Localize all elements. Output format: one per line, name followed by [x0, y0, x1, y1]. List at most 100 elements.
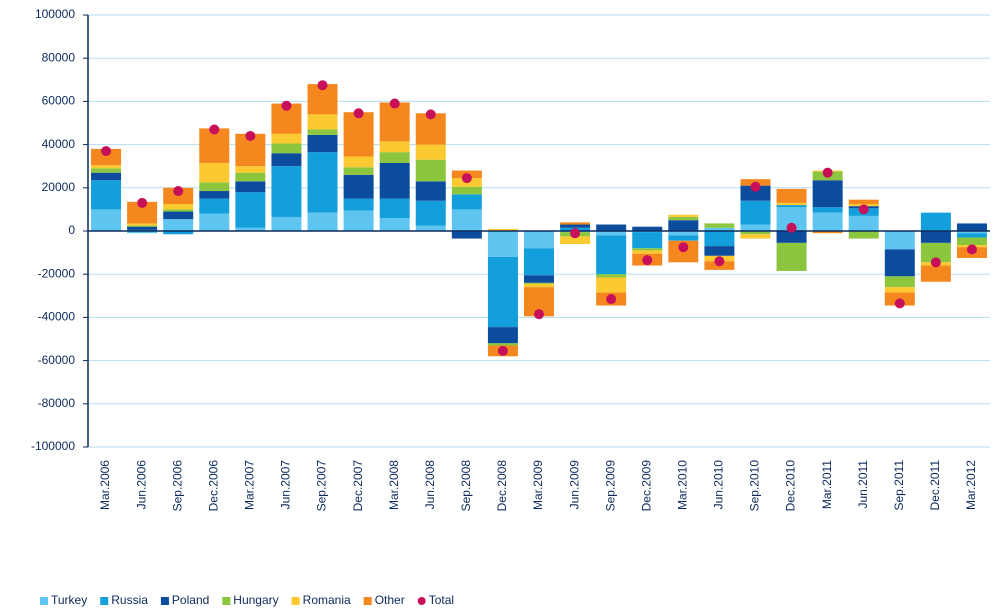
legend-label: Russia: [111, 593, 148, 607]
x-tick-label: Dec.2010: [784, 460, 798, 512]
total-dot: [425, 109, 436, 120]
bar-segment: [415, 181, 446, 201]
bar-segment: [920, 242, 951, 263]
legend-label: Total: [429, 593, 454, 607]
bar-segment: [596, 231, 627, 236]
bar-segment: [487, 256, 518, 328]
bar-segment: [956, 231, 987, 234]
x-tick-label: Sep.2007: [315, 460, 329, 512]
total-dot: [389, 98, 400, 109]
bar-segment: [668, 214, 699, 217]
y-tick-label: -40000: [38, 310, 76, 324]
bar-segment: [560, 222, 591, 225]
x-tick-label: Sep.2008: [459, 460, 473, 512]
bar-segment: [235, 166, 266, 173]
bar-segment: [704, 246, 735, 256]
bar-segment: [560, 236, 591, 244]
legend-swatch: [100, 597, 109, 605]
bar-segment: [524, 282, 554, 284]
bar-segment: [307, 152, 338, 213]
bar-segment: [91, 148, 122, 166]
bar-segment: [199, 191, 230, 199]
bar-segment: [379, 102, 410, 142]
bar-segment: [884, 287, 915, 293]
bar-segment: [163, 231, 194, 235]
bar-segment: [812, 207, 843, 213]
x-tick-label: Mar.2011: [820, 460, 834, 509]
legend-label: Hungary: [233, 593, 278, 607]
total-dot: [642, 255, 653, 266]
bar-segment: [884, 231, 915, 250]
bar-segment: [91, 168, 122, 173]
bar-segment: [956, 233, 987, 238]
total-dot: [750, 181, 761, 192]
bar-segment: [848, 215, 879, 231]
bar-segment: [812, 212, 843, 231]
y-tick-label: 80000: [42, 50, 76, 64]
bar-segment: [596, 274, 627, 278]
x-tick-label: Jun.2006: [134, 460, 148, 510]
x-tick-label: Dec.2009: [639, 460, 653, 512]
total-dot: [534, 309, 544, 320]
y-tick-label: -100000: [31, 439, 75, 453]
bar-segment: [235, 181, 266, 193]
legend-label: Other: [375, 593, 405, 607]
y-tick-label: -20000: [38, 266, 76, 280]
bar-segment: [740, 231, 771, 235]
bar-segment: [596, 224, 627, 231]
bar-segment: [127, 231, 158, 234]
total-dot: [678, 242, 689, 253]
y-tick-label: -80000: [38, 396, 76, 410]
bar-segment: [632, 232, 663, 249]
x-tick-label: Sep.2009: [603, 460, 617, 512]
legend-swatch: [40, 597, 48, 605]
bar-segment: [704, 223, 735, 228]
x-tick-label: Dec.2008: [495, 460, 509, 512]
total-dot: [570, 228, 581, 239]
bar-segment: [379, 152, 410, 163]
bar-segment: [920, 265, 951, 282]
x-tick-label: Jun.2007: [279, 460, 293, 510]
bar-segment: [127, 223, 158, 226]
bar-segment: [343, 210, 374, 231]
bar-segment: [632, 248, 663, 251]
total-dot: [966, 244, 977, 255]
bar-segment: [415, 159, 446, 182]
bar-segment: [271, 143, 302, 154]
bar-segment: [776, 205, 807, 208]
bar-segment: [920, 231, 951, 243]
legend-swatch: [417, 597, 426, 605]
x-tick-label: Sep.2006: [170, 460, 184, 512]
bar-segment: [235, 192, 266, 228]
bar-segment: [451, 209, 482, 231]
y-tick-label: 0: [68, 223, 75, 237]
total-dot: [245, 130, 256, 141]
total-dot: [606, 294, 617, 305]
bar-segment: [596, 235, 627, 275]
total-dot: [461, 173, 472, 184]
total-dot: [137, 197, 148, 208]
total-dot: [858, 204, 869, 215]
bar-segment: [307, 129, 338, 135]
bar-segment: [415, 144, 446, 160]
y-tick-label: 20000: [42, 180, 76, 194]
legend-swatch: [363, 597, 372, 605]
x-tick-label: Mar.2007: [243, 460, 257, 510]
bar-segment: [487, 231, 518, 257]
bar-segment: [740, 224, 771, 231]
bar-segment: [271, 153, 302, 167]
legend-label: Poland: [172, 593, 209, 607]
x-tick-label: Dec.2006: [206, 460, 220, 512]
x-tick-label: Mar.2012: [964, 460, 978, 510]
bar-segment: [379, 198, 410, 219]
bar-segment: [740, 234, 771, 239]
bar-segment: [127, 201, 158, 224]
bar-segment: [343, 156, 374, 168]
x-tick-label: Dec.2007: [351, 460, 365, 512]
bar-segment: [920, 212, 951, 231]
bar-segment: [596, 277, 627, 293]
x-tick-label: Jun.2010: [712, 460, 726, 510]
bar-segment: [235, 227, 266, 231]
bar-segment: [307, 212, 338, 231]
legend-label: Romania: [303, 593, 351, 607]
